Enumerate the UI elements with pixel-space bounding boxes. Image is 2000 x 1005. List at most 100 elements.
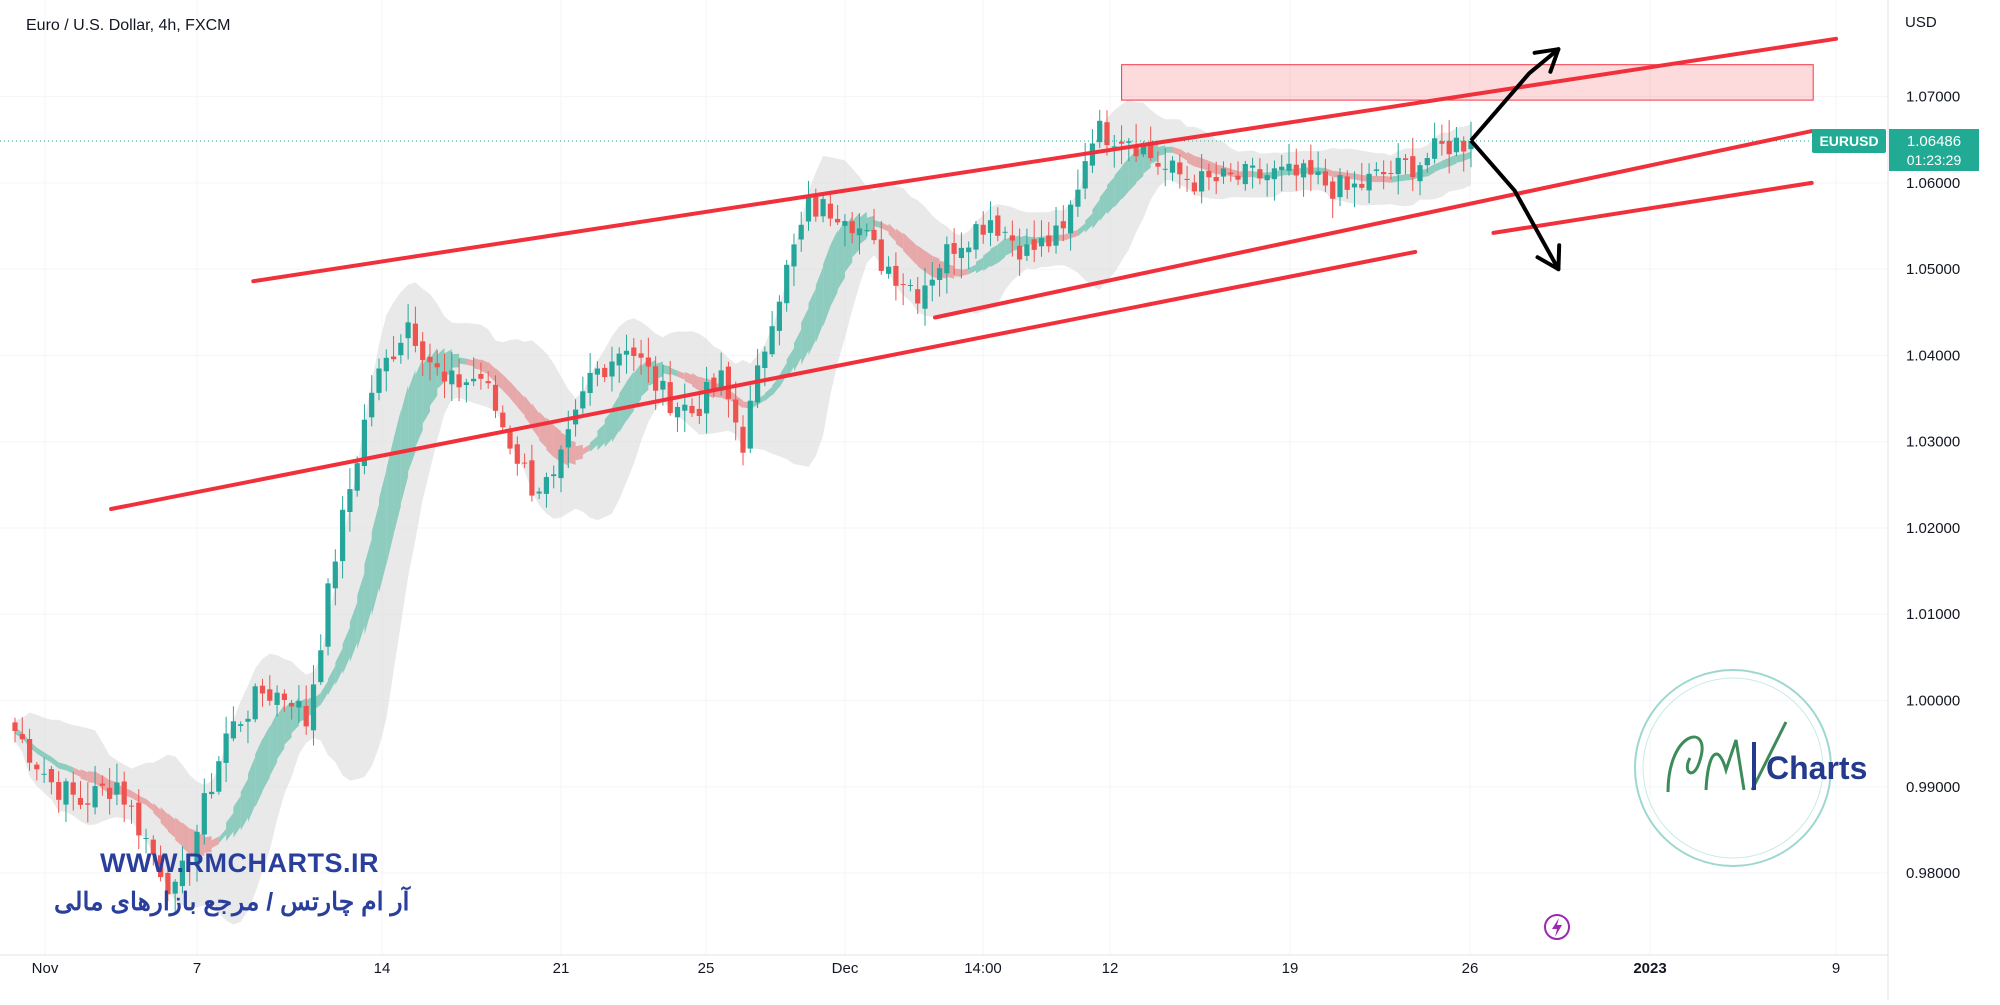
candle[interactable] xyxy=(449,352,455,402)
candle[interactable] xyxy=(1301,159,1307,197)
candle[interactable] xyxy=(1424,152,1430,173)
candle[interactable] xyxy=(529,444,535,502)
candle[interactable] xyxy=(631,338,637,371)
candle[interactable] xyxy=(1402,154,1409,175)
projection-arrow-up[interactable] xyxy=(1469,47,1561,142)
candle[interactable] xyxy=(1097,109,1103,148)
candle[interactable] xyxy=(128,799,135,824)
candle[interactable] xyxy=(289,699,295,720)
candle[interactable] xyxy=(1053,207,1059,254)
symbol-tag[interactable]: EURUSD xyxy=(1812,129,1886,153)
candle[interactable] xyxy=(281,689,287,713)
candle[interactable] xyxy=(856,213,863,255)
candle[interactable] xyxy=(1009,220,1015,257)
candle[interactable] xyxy=(1199,154,1205,204)
candle[interactable] xyxy=(1395,143,1401,195)
candle[interactable] xyxy=(1432,122,1438,164)
candle[interactable] xyxy=(121,771,127,823)
candle[interactable] xyxy=(485,371,491,389)
candle[interactable] xyxy=(1155,151,1161,175)
projection-arrow-down[interactable] xyxy=(1469,139,1562,272)
candle[interactable] xyxy=(223,716,229,782)
candle[interactable] xyxy=(77,780,84,810)
candle[interactable] xyxy=(1315,151,1321,185)
candle[interactable] xyxy=(19,717,25,744)
candle[interactable] xyxy=(638,339,644,375)
candle[interactable] xyxy=(937,263,943,297)
candle[interactable] xyxy=(296,685,302,724)
candle[interactable] xyxy=(143,828,149,854)
candle[interactable] xyxy=(172,879,178,915)
candle[interactable] xyxy=(536,487,542,500)
candle[interactable] xyxy=(922,267,928,326)
candle[interactable] xyxy=(325,578,331,656)
candle[interactable] xyxy=(1162,148,1168,187)
candle[interactable] xyxy=(1169,156,1176,182)
channel-trendline[interactable] xyxy=(109,249,1418,511)
candle[interactable] xyxy=(391,335,397,362)
candle[interactable] xyxy=(1446,120,1452,174)
candle[interactable] xyxy=(1242,160,1248,191)
candle[interactable] xyxy=(733,381,739,441)
candle[interactable] xyxy=(12,717,18,743)
candle[interactable] xyxy=(1031,220,1037,263)
candle[interactable] xyxy=(1388,160,1394,180)
candle[interactable] xyxy=(114,763,120,806)
candle[interactable] xyxy=(886,256,892,279)
candle[interactable] xyxy=(1235,161,1241,186)
candle[interactable] xyxy=(995,207,1001,242)
candle[interactable] xyxy=(187,856,193,886)
candle[interactable] xyxy=(158,845,164,882)
candle[interactable] xyxy=(740,415,746,466)
candle[interactable] xyxy=(587,353,593,406)
candle[interactable] xyxy=(332,549,338,606)
candle[interactable] xyxy=(310,665,317,746)
candle[interactable] xyxy=(245,710,251,744)
candle[interactable] xyxy=(1351,171,1358,208)
candle[interactable] xyxy=(1184,166,1190,192)
candle[interactable] xyxy=(1228,163,1234,182)
candle[interactable] xyxy=(602,364,608,383)
candle[interactable] xyxy=(1359,163,1365,191)
candle[interactable] xyxy=(56,771,62,813)
candle[interactable] xyxy=(216,756,222,795)
candle[interactable] xyxy=(376,358,382,401)
candle[interactable] xyxy=(966,241,972,270)
candle[interactable] xyxy=(929,262,935,302)
candle[interactable] xyxy=(383,349,389,392)
candle[interactable] xyxy=(747,385,753,454)
candle[interactable] xyxy=(1271,160,1277,201)
candle[interactable] xyxy=(784,259,790,312)
candle[interactable] xyxy=(209,773,215,799)
candle[interactable] xyxy=(551,465,557,489)
candle[interactable] xyxy=(1220,161,1227,184)
candle[interactable] xyxy=(1279,155,1285,192)
candle[interactable] xyxy=(150,835,156,866)
candle[interactable] xyxy=(1417,162,1423,196)
candle[interactable] xyxy=(1126,138,1132,162)
candle[interactable] xyxy=(958,232,964,279)
candle[interactable] xyxy=(973,221,979,259)
candle[interactable] xyxy=(944,236,950,294)
candle[interactable] xyxy=(1191,174,1197,195)
candle[interactable] xyxy=(347,468,353,532)
candle[interactable] xyxy=(267,675,273,706)
candle[interactable] xyxy=(1068,200,1074,251)
candle[interactable] xyxy=(1453,127,1459,157)
candle[interactable] xyxy=(1366,163,1372,204)
candle[interactable] xyxy=(1344,170,1350,199)
candle[interactable] xyxy=(136,789,142,850)
candle[interactable] xyxy=(412,306,418,353)
candle[interactable] xyxy=(1337,168,1343,207)
candle[interactable] xyxy=(27,728,33,771)
candle[interactable] xyxy=(427,343,433,381)
candle[interactable] xyxy=(616,347,622,383)
candle[interactable] xyxy=(456,358,462,402)
candle[interactable] xyxy=(48,765,54,795)
candle[interactable] xyxy=(1017,228,1023,277)
candle[interactable] xyxy=(1286,143,1292,176)
candle[interactable] xyxy=(478,362,484,390)
candle[interactable] xyxy=(1075,169,1081,217)
candle[interactable] xyxy=(609,346,615,392)
candle[interactable] xyxy=(354,456,360,497)
